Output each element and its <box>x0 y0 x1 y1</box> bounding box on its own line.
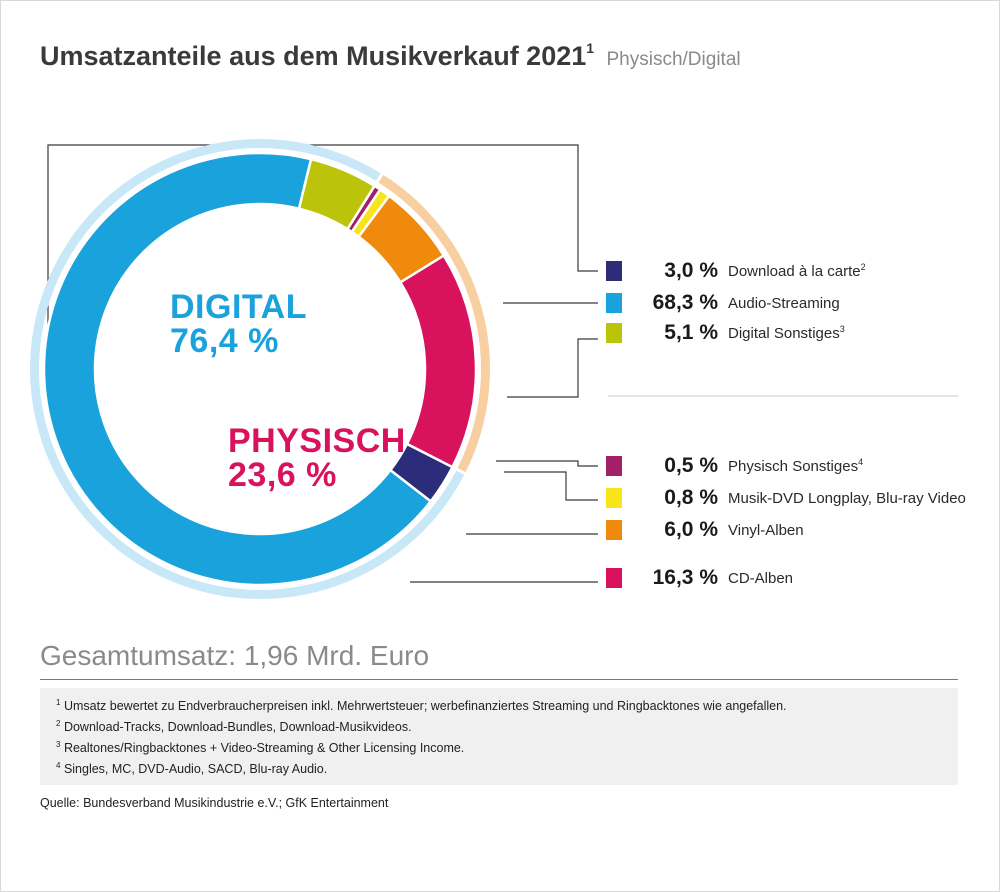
slice-audio-streaming <box>42 151 433 587</box>
chart-title-footnote-mark: 1 <box>586 40 595 56</box>
footnote: 3 Realtones/Ringbacktones + Video-Stream… <box>56 740 464 755</box>
group-rings <box>29 138 490 599</box>
group-value-physisch: 23,6 % <box>228 456 337 494</box>
slice-cd-alben <box>398 253 478 469</box>
legend-item-physisch-sonstiges: 0,5 % Physisch Sonstiges4 <box>606 454 863 478</box>
legend-item-audio-streaming: 68,3 % Audio-Streaming <box>606 291 840 315</box>
group-name-digital: DIGITAL <box>170 288 307 326</box>
legend-label: Download à la carte2 <box>728 262 866 280</box>
legend-label-text: Musik-DVD Longplay, Blu-ray Video <box>728 489 966 507</box>
group-name-physisch: PHYSISCH <box>228 422 406 460</box>
chart-title-text: Umsatzanteile aus dem Musikverkauf 2021 <box>40 41 587 71</box>
footnote-text: Singles, MC, DVD-Audio, SACD, Blu-ray Au… <box>63 762 328 777</box>
footnote-text: Umsatz bewertet zu Endverbraucherpreisen… <box>63 699 787 714</box>
legend-item-cd-alben: 16,3 % CD-Alben <box>606 566 793 590</box>
footnote-number: 3 <box>56 740 61 749</box>
legend-label: Digital Sonstiges3 <box>728 324 845 342</box>
legend-label-text: Download à la carte <box>728 263 861 280</box>
group-value-digital: 76,4 % <box>170 322 279 360</box>
chart-subtitle: Physisch/Digital <box>606 49 741 70</box>
legend-footnote-mark: 4 <box>858 457 864 467</box>
legend-value: 3,0 % <box>664 259 718 282</box>
divider <box>40 679 958 680</box>
connector-line <box>496 460 598 467</box>
legend-label: Musik-DVD Longplay, Blu-ray Video <box>728 490 966 507</box>
legend-swatch <box>606 323 622 343</box>
legend-swatch <box>606 456 622 476</box>
legend-label-text: Physisch Sonstiges <box>728 458 859 475</box>
footnote-number: 4 <box>56 761 61 770</box>
legend-value: 5,1 % <box>664 321 718 344</box>
footnote-text: Download-Tracks, Download-Bundles, Downl… <box>63 720 412 735</box>
chart-title: Umsatzanteile aus dem Musikverkauf 20211… <box>40 40 741 72</box>
footnotes-box: 1 Umsatz bewertet zu Endverbraucherpreis… <box>40 688 958 785</box>
legend-label-text: CD-Alben <box>728 569 794 587</box>
footnote-number: 2 <box>56 719 61 728</box>
legend-value: 68,3 % <box>652 291 718 314</box>
group-label-physisch: PHYSISCH 23,6 % <box>228 424 406 492</box>
legend-item-digital-sonstiges: 5,1 % Digital Sonstiges3 <box>606 321 845 345</box>
legend-label-text: Digital Sonstiges <box>728 325 840 342</box>
legend-item-download-la-carte: 3,0 % Download à la carte2 <box>606 259 866 283</box>
group-label-digital: DIGITAL 76,4 % <box>170 290 307 358</box>
connector-line <box>504 471 598 501</box>
legend-swatch <box>606 568 622 588</box>
legend-value: 0,5 % <box>664 454 718 477</box>
legend-swatch <box>606 293 622 313</box>
legend-footnote-mark: 2 <box>860 262 866 272</box>
legend-label: Physisch Sonstiges4 <box>728 457 863 475</box>
footnote-text: Realtones/Ringbacktones + Video-Streamin… <box>63 741 465 756</box>
footnote: 4 Singles, MC, DVD-Audio, SACD, Blu-ray … <box>56 761 327 776</box>
legend-label-text: Audio-Streaming <box>728 294 840 312</box>
legend-label: Audio-Streaming <box>728 295 840 312</box>
legend-item-vinyl-alben: 6,0 % Vinyl-Alben <box>606 518 804 542</box>
legend-value: 0,8 % <box>664 486 718 509</box>
legend-value: 16,3 % <box>652 566 718 589</box>
footnote-number: 1 <box>56 698 61 707</box>
source-note: Quelle: Bundesverband Musikindustrie e.V… <box>40 796 389 810</box>
legend-label: CD-Alben <box>728 570 793 587</box>
donut-slices <box>42 151 478 587</box>
connector-lines <box>47 144 958 583</box>
legend-swatch <box>606 520 622 540</box>
legend-label: Vinyl-Alben <box>728 522 804 539</box>
legend-swatch <box>606 488 622 508</box>
footnote: 1 Umsatz bewertet zu Endverbraucherpreis… <box>56 698 787 713</box>
legend-value: 6,0 % <box>664 518 718 541</box>
legend-label-text: Vinyl-Alben <box>728 521 804 539</box>
connector-line <box>47 144 598 326</box>
footnote: 2 Download-Tracks, Download-Bundles, Dow… <box>56 719 412 734</box>
legend-item-musik-dvd-longplay-blu-ray-video: 0,8 % Musik-DVD Longplay, Blu-ray Video <box>606 486 966 510</box>
total-revenue: Gesamtumsatz: 1,96 Mrd. Euro <box>40 640 430 671</box>
legend-swatch <box>606 261 622 281</box>
legend-footnote-mark: 3 <box>839 324 845 334</box>
connector-line <box>507 338 598 398</box>
